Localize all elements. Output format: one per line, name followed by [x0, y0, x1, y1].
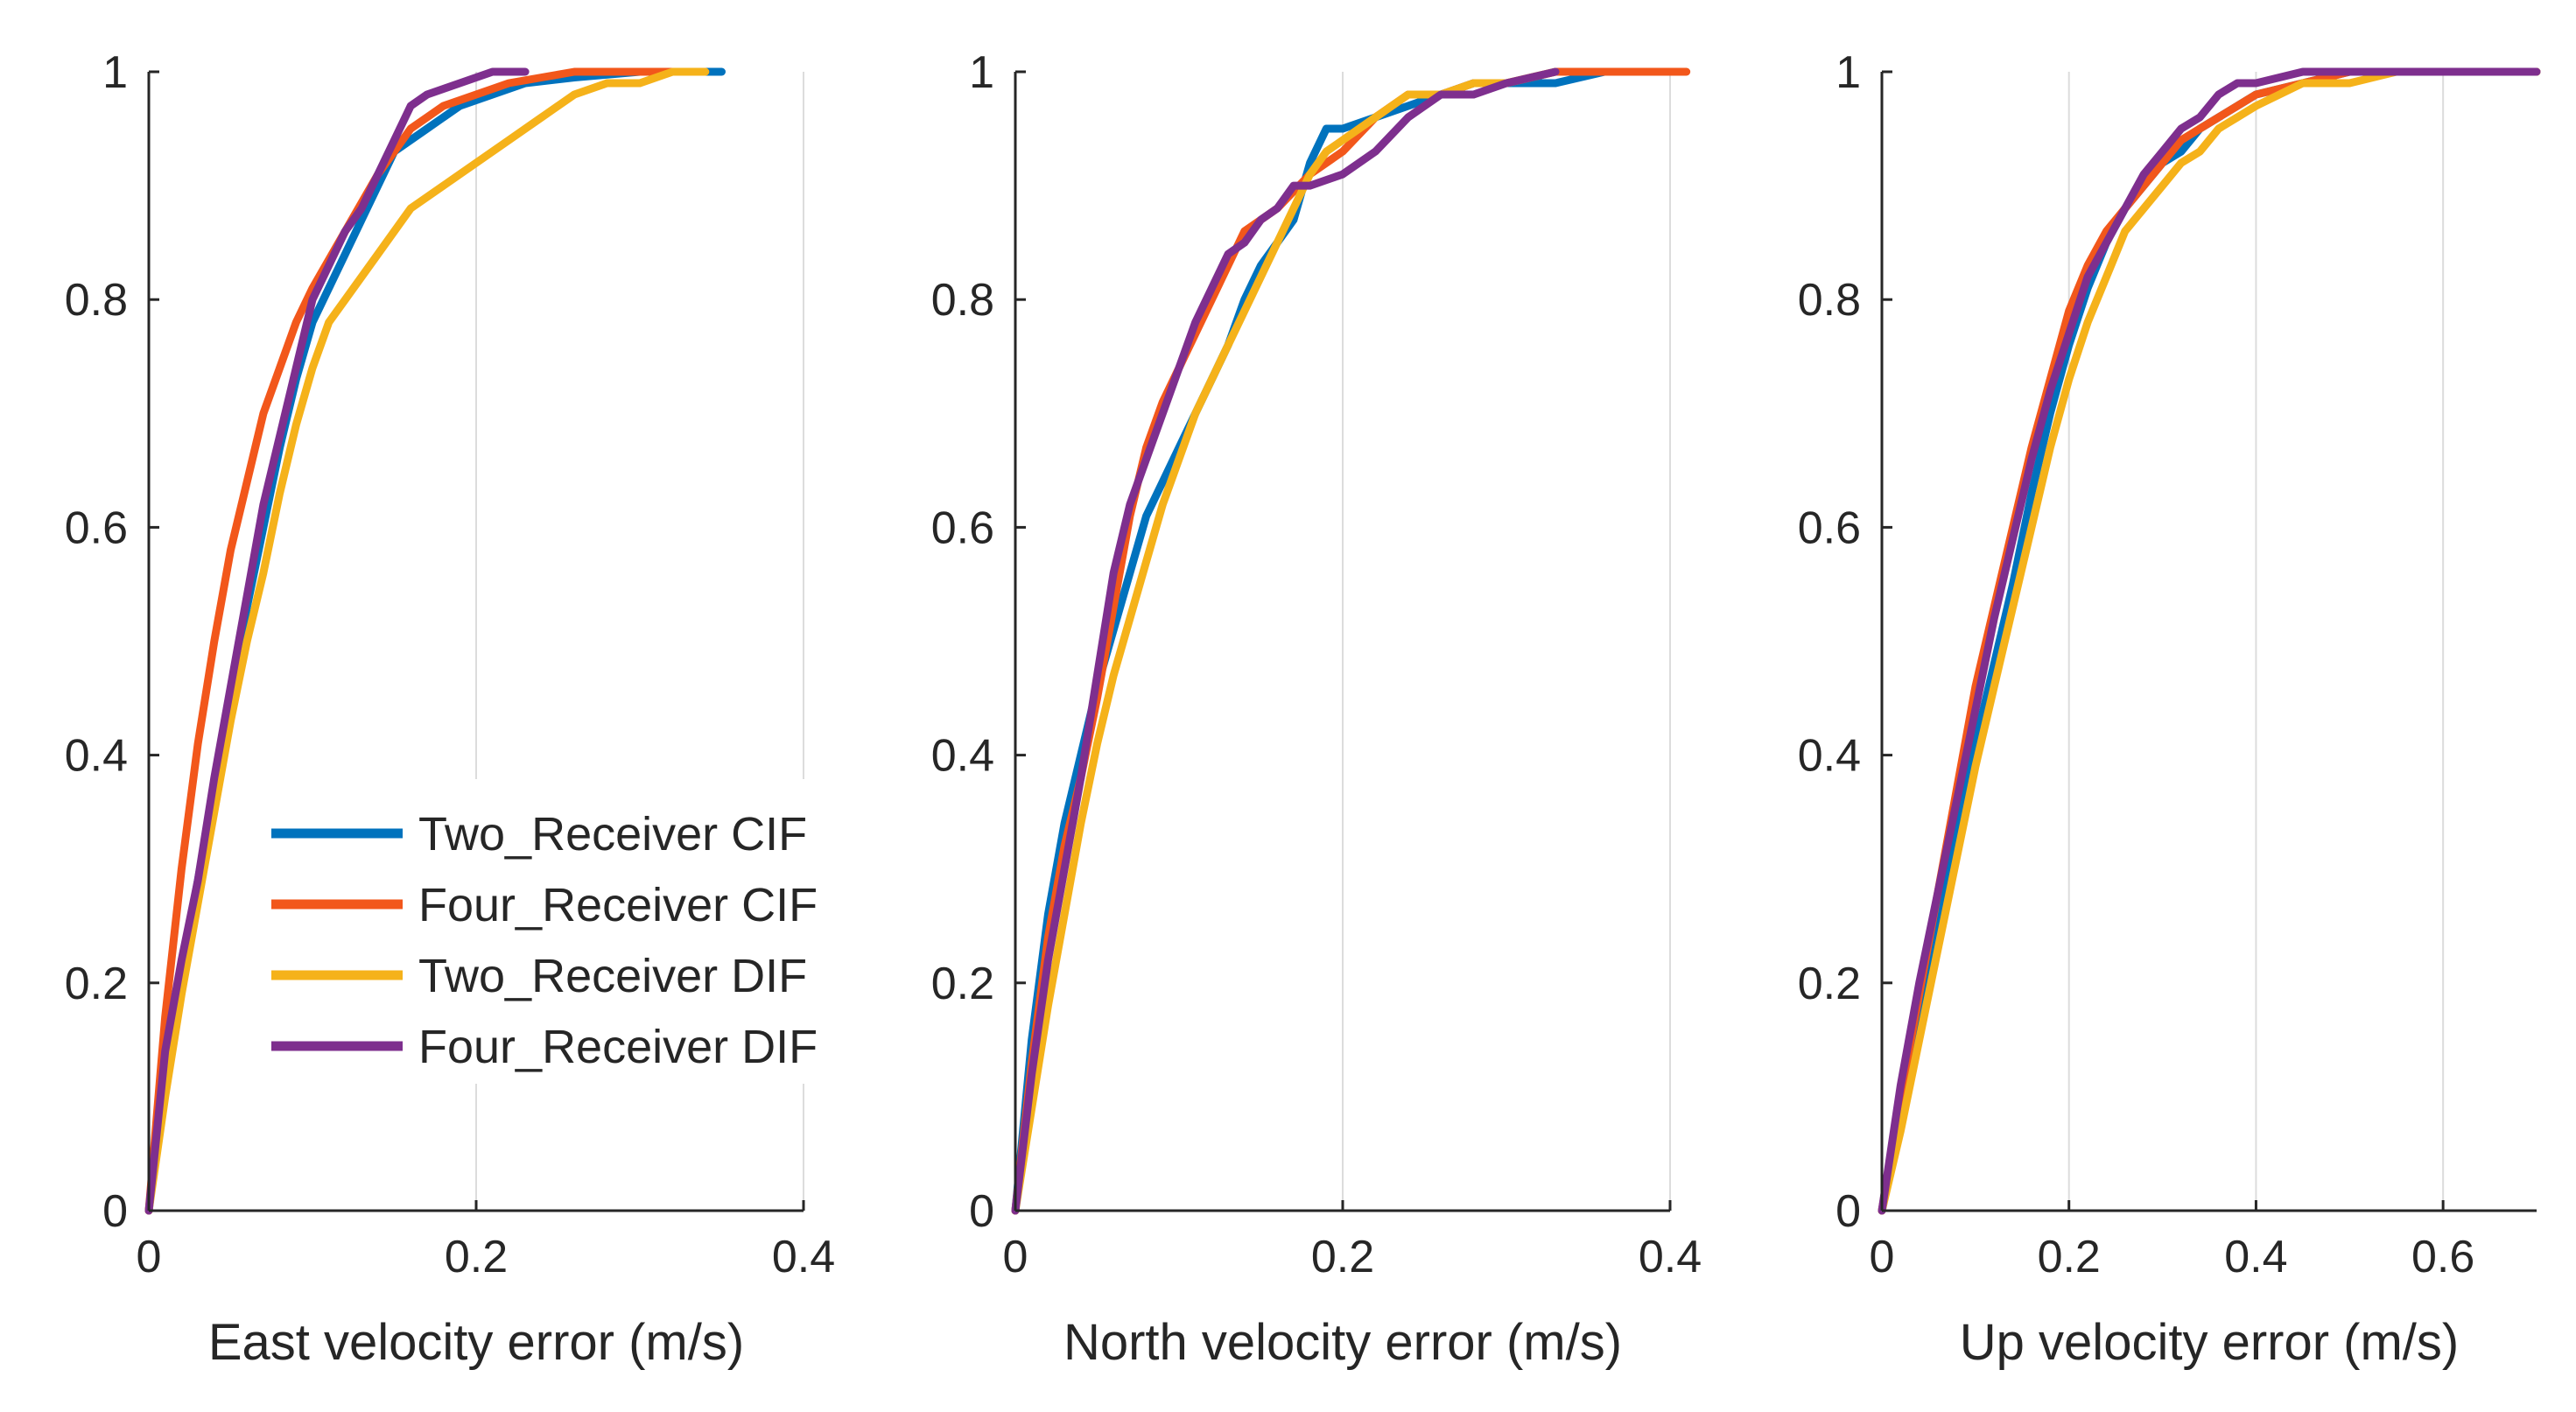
y-tick-label: 1: [1835, 47, 1861, 98]
legend-entry-two-receiver-cif: Two_Receiver CIF: [271, 808, 807, 861]
y-tick-label: 0.8: [65, 275, 128, 326]
x-tick-label: 0.6: [2411, 1232, 2474, 1282]
series-line-four-receiver-dif: [144, 67, 530, 1215]
x-tick-label: 0.4: [1639, 1232, 1702, 1282]
north-series-lines: [1011, 67, 1691, 1215]
north-y-ticks: 0 0.2 0.4 0.6 0.8 1: [931, 47, 1026, 1237]
y-tick-label: 0: [969, 1186, 994, 1237]
series-line-four-receiver-cif: [1011, 67, 1691, 1215]
y-tick-label: 0.2: [931, 959, 994, 1009]
x-tick-label: 0.2: [445, 1232, 508, 1282]
legend-label-four-receiver-cif: Four_Receiver CIF: [418, 879, 818, 931]
series-line-four-receiver-cif: [1878, 67, 2541, 1215]
north-grid: [1342, 72, 1671, 1211]
series-line-four-receiver-dif: [1878, 67, 2541, 1215]
series-line-four-receiver-dif: [1011, 67, 1560, 1215]
x-tick-label: 0.2: [2038, 1232, 2101, 1282]
legend-entry-two-receiver-dif: Two_Receiver DIF: [271, 950, 807, 1002]
panel-north: 0 0.2 0.4 0 0.2 0.4 0.6 0.8 1 North velocity er…: [931, 47, 1702, 1371]
series-line-two-receiver-dif: [1878, 67, 2541, 1215]
y-tick-label: 0.6: [931, 502, 994, 553]
x-tick-label: 0.4: [2224, 1232, 2287, 1282]
y-tick-label: 1: [969, 47, 994, 98]
up-y-ticks: 0 0.2 0.4 0.6 0.8 1: [1798, 47, 1892, 1237]
east-x-ticks: 0 0.2 0.4: [137, 1200, 835, 1282]
legend-entry-four-receiver-dif: Four_Receiver DIF: [271, 1021, 818, 1073]
y-tick-label: 0.6: [65, 502, 128, 553]
panel-east: 0 0.2 0.4 0 0.2 0.4 0.6 0.8 1 East velocity err…: [65, 47, 884, 1371]
series-line-two-receiver-dif: [144, 67, 710, 1215]
y-tick-label: 0.4: [1798, 731, 1861, 782]
up-series-lines: [1878, 67, 2541, 1215]
series-line-two-receiver-dif: [1011, 67, 1560, 1215]
y-tick-label: 0: [102, 1186, 128, 1237]
legend-label-two-receiver-dif: Two_Receiver DIF: [418, 950, 807, 1002]
east-series-lines: [144, 67, 726, 1215]
y-tick-label: 0.2: [65, 959, 128, 1009]
legend-label-two-receiver-cif: Two_Receiver CIF: [418, 808, 807, 861]
y-tick-label: 1: [102, 47, 128, 98]
x-tick-label: 0: [137, 1232, 162, 1282]
east-x-axis-label: East velocity error (m/s): [208, 1314, 744, 1371]
x-tick-label: 0.2: [1311, 1232, 1374, 1282]
north-x-axis-label: North velocity error (m/s): [1063, 1314, 1622, 1371]
up-grid: [2067, 72, 2445, 1211]
north-x-ticks: 0 0.2 0.4: [1003, 1200, 1702, 1282]
series-line-two-receiver-cif: [1878, 67, 2541, 1215]
east-y-ticks: 0 0.2 0.4 0.6 0.8 1: [65, 47, 159, 1237]
y-tick-label: 0.8: [931, 275, 994, 326]
y-tick-label: 0.4: [65, 731, 128, 782]
legend: Two_Receiver CIF Four_Receiver CIF Two_R…: [254, 779, 884, 1084]
y-tick-label: 0.2: [1798, 959, 1861, 1009]
up-axes: [1880, 72, 2537, 1212]
y-tick-label: 0.4: [931, 731, 994, 782]
up-x-axis-label: Up velocity error (m/s): [1960, 1314, 2459, 1371]
x-tick-label: 0: [1003, 1232, 1028, 1282]
up-x-ticks: 0 0.2 0.4 0.6: [1870, 1200, 2474, 1282]
panel-up: 0 0.2 0.4 0.6 0 0.2 0.4 0.6 0.8 1 Up velocity er…: [1798, 47, 2541, 1371]
legend-entry-four-receiver-cif: Four_Receiver CIF: [271, 879, 818, 931]
y-tick-label: 0.8: [1798, 275, 1861, 326]
y-tick-label: 0.6: [1798, 502, 1861, 553]
x-tick-label: 0: [1870, 1232, 1895, 1282]
y-tick-label: 0: [1835, 1186, 1861, 1237]
legend-label-four-receiver-dif: Four_Receiver DIF: [418, 1021, 818, 1073]
x-tick-label: 0.4: [772, 1232, 835, 1282]
